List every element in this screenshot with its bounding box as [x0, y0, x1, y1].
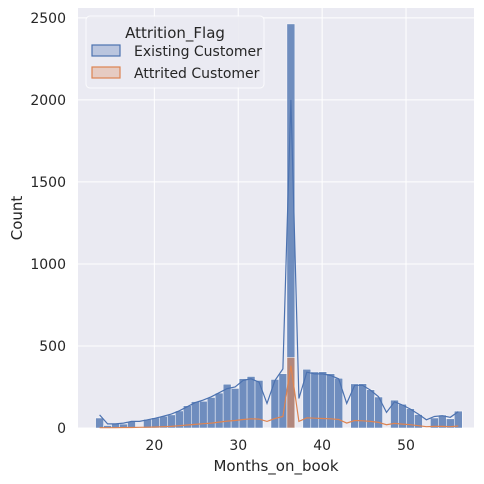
bar-existing-customer: [238, 378, 248, 429]
y-tick-label: 500: [39, 339, 66, 355]
y-tick-label: 0: [57, 421, 66, 437]
legend: Attrition_Flag Existing Customer Attrite…: [85, 15, 265, 89]
x-axis-title: Months_on_book: [213, 457, 338, 476]
x-tick-label: 50: [397, 438, 415, 454]
kde-curves: [99, 99, 459, 429]
x-tick-label: 40: [313, 438, 331, 454]
bar-existing-customer: [230, 388, 240, 429]
bar-existing-customer: [95, 417, 104, 429]
bar-existing-customer: [310, 371, 320, 429]
y-tick-labels: 0 500 1000 1500 2000 2500: [30, 11, 66, 437]
legend-title: Attrition_Flag: [125, 24, 225, 43]
x-tick-label: 30: [229, 438, 247, 454]
legend-label-existing: Existing Customer: [134, 44, 262, 60]
legend-swatch-existing: [91, 44, 121, 57]
kde-existing-customer: [99, 99, 459, 425]
kde-attrited-customer: [99, 365, 459, 429]
legend-box: [85, 15, 265, 89]
bar-existing-customer: [246, 376, 256, 429]
y-tick-label: 2000: [30, 93, 66, 109]
legend-swatch-attrited: [91, 66, 121, 79]
y-axis-title: Count: [8, 196, 26, 241]
y-tick-label: 2500: [30, 11, 66, 27]
bar-existing-customer: [326, 373, 335, 429]
y-tick-label: 1000: [30, 257, 66, 273]
x-tick-labels: 20 30 40 50: [145, 438, 415, 454]
bar-existing-customer: [270, 379, 280, 429]
bar-existing-customer: [318, 371, 328, 429]
y-tick-label: 1500: [30, 175, 66, 191]
bar-existing-customer: [454, 410, 463, 429]
bar-existing-customer: [254, 380, 264, 429]
x-tick-label: 20: [145, 438, 163, 454]
legend-label-attrited: Attrited Customer: [134, 66, 260, 82]
